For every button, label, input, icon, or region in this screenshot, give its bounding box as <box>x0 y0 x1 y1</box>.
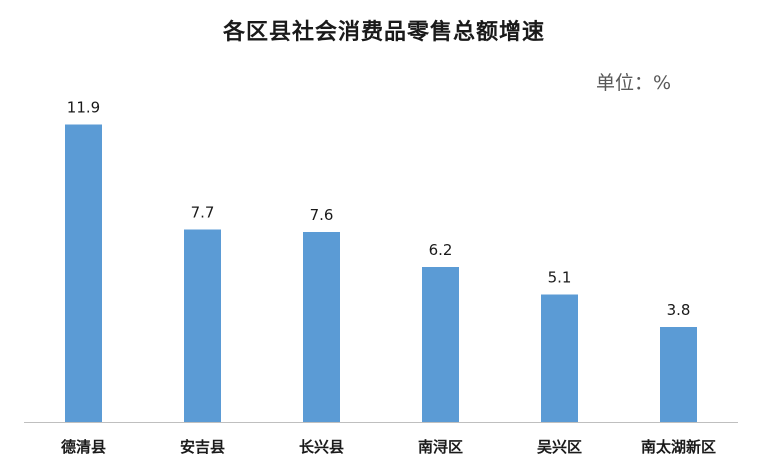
bar-1 <box>65 124 102 422</box>
category-labels-group: 德清县 安吉县 长兴县 南浔区 吴兴区 南太湖新区 <box>61 438 716 456</box>
category-label-5: 吴兴区 <box>537 438 582 456</box>
bar-4 <box>422 267 459 422</box>
unit-label: 单位：% <box>596 72 672 94</box>
bar-6 <box>660 327 697 422</box>
value-label-1: 11.9 <box>67 99 100 117</box>
value-label-6: 3.8 <box>667 301 691 319</box>
bars-group <box>65 124 697 422</box>
value-label-4: 6.2 <box>429 241 453 259</box>
bar-2 <box>184 229 221 422</box>
bar-5 <box>541 294 578 422</box>
chart-title: 各区县社会消费品零售总额增速 <box>222 20 545 45</box>
value-label-3: 7.6 <box>310 206 334 224</box>
category-label-1: 德清县 <box>61 438 106 456</box>
bar-3 <box>303 232 340 422</box>
value-label-2: 7.7 <box>191 204 215 222</box>
value-labels-group: 11.9 7.7 7.6 6.2 5.1 3.8 <box>67 99 691 320</box>
category-label-4: 南浔区 <box>418 438 463 456</box>
category-label-2: 安吉县 <box>180 438 225 456</box>
category-label-6: 南太湖新区 <box>641 438 716 456</box>
value-label-5: 5.1 <box>548 269 572 287</box>
category-label-3: 长兴县 <box>299 438 344 456</box>
